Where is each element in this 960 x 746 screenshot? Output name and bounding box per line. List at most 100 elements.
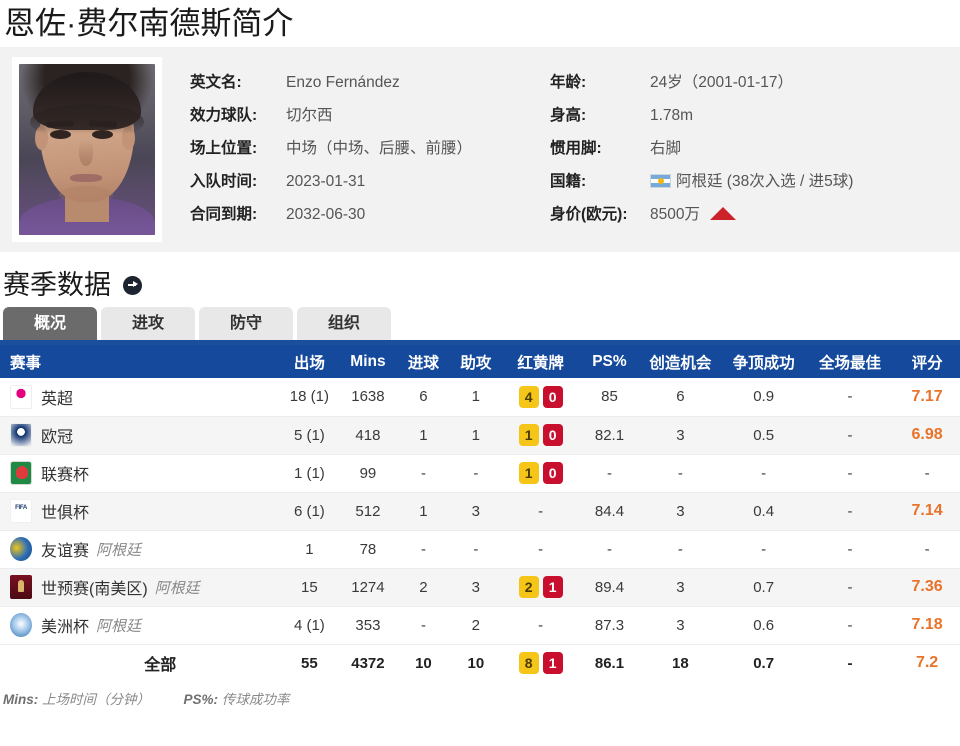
cell-rating: 7.17 [894, 378, 960, 417]
column-header-chances-created[interactable]: 创造机会 [639, 345, 722, 378]
cell-competition[interactable]: 美洲杯 阿根廷 [0, 606, 280, 645]
cell-aerial-duels: 0.5 [721, 416, 806, 455]
cell-pass-success: 85 [579, 378, 640, 417]
yellow-card-badge: 1 [518, 424, 539, 446]
cell-aerial-duels: 0.9 [721, 378, 806, 417]
nationality-text: 阿根廷 (38次入选 / 进5球) [676, 173, 854, 190]
cell-minutes: 78 [339, 530, 397, 569]
table-header-row: 赛事 出场 Mins 进球 助攻 红黄牌 PS% 创造机会 争顶成功 全场最佳 … [0, 345, 960, 378]
cell-competition[interactable]: 友谊赛 阿根廷 [0, 530, 280, 569]
column-header-aerial-duels[interactable]: 争顶成功 [721, 345, 806, 378]
table-row[interactable]: 美洲杯 阿根廷 4 (1) 353-2-87.3 3 0.6-7.18 [0, 606, 960, 645]
cell-goals: - [396, 606, 451, 645]
tab-organization[interactable]: 组织 [297, 307, 391, 340]
cell-appearances: 18 (1) [279, 378, 340, 417]
column-header-assists[interactable]: 助攻 [450, 345, 502, 378]
cell-rating: - [894, 454, 960, 493]
cell-rating: 7.36 [894, 568, 960, 607]
cell-chances-created: 6 [639, 378, 722, 417]
cell-competition[interactable]: 联赛杯 [0, 454, 280, 493]
column-header-minutes[interactable]: Mins [339, 345, 397, 378]
cell-total-label: 全部 [0, 644, 280, 682]
cell-minutes: 353 [339, 606, 397, 645]
cell-goals: 2 [396, 568, 451, 607]
info-label: 惯用脚: [550, 140, 602, 157]
cell-total-goals: 10 [396, 644, 451, 682]
cell-competition[interactable]: 世俱杯 [0, 492, 280, 531]
cell-chances-created: 3 [639, 492, 722, 531]
cell-rating: 6.98 [894, 416, 960, 455]
table-row[interactable]: 欧冠 5 (1) 418 1 1 1 0 82.1 3 0.5-6.98 [0, 416, 960, 455]
column-header-pass-success[interactable]: PS% [579, 345, 640, 378]
info-value: 右脚 [650, 140, 682, 157]
value-up-triangle-icon [709, 207, 736, 220]
info-label: 效力球队: [190, 107, 258, 124]
arrow-right-circle-icon[interactable] [123, 275, 142, 295]
footnote-mins-desc: 上场时间（分钟） [42, 692, 151, 707]
info-row-age: 年龄: 24岁（2001-01-17） [550, 66, 925, 99]
tab-overview[interactable]: 概况 [3, 307, 97, 340]
section-title: 赛季数据 [3, 270, 111, 300]
rating-empty: - [924, 540, 930, 558]
column-header-rating[interactable]: 评分 [894, 345, 960, 378]
info-value: Enzo Fernández [286, 74, 400, 91]
competition-nation: 阿根廷 [96, 541, 142, 559]
tab-defense[interactable]: 防守 [199, 307, 293, 340]
column-header-competition[interactable]: 赛事 [0, 345, 280, 378]
cell-total-appearances: 55 [279, 644, 340, 682]
info-label: 国籍: [550, 173, 587, 190]
cell-aerial-duels: - [721, 454, 806, 493]
column-header-goals[interactable]: 进球 [396, 345, 451, 378]
cell-total-rating: 7.2 [894, 644, 960, 682]
tab-underline [0, 340, 960, 345]
cell-cards: - [501, 606, 580, 645]
tab-attack[interactable]: 进攻 [101, 307, 195, 340]
info-row-contract-expiry: 合同到期: 2032-06-30 [190, 198, 550, 231]
cell-goals: 1 [396, 492, 451, 531]
rating-value: 7.17 [911, 387, 943, 405]
info-label: 合同到期: [190, 206, 258, 223]
page-title: 恩佐·费尔南德斯简介 [4, 6, 294, 41]
mouth-shape [70, 174, 102, 182]
player-portrait-image [19, 64, 155, 235]
cell-minutes: 512 [339, 492, 397, 531]
table-row[interactable]: 友谊赛 阿根廷 1 78- - - - - - - - [0, 530, 960, 569]
cell-aerial-duels: 0.7 [721, 568, 806, 607]
total-name: 全部 [144, 657, 177, 675]
cell-rating: 7.14 [894, 492, 960, 531]
fifa-club-world-cup-logo-icon [10, 499, 32, 523]
cell-competition[interactable]: 世预赛(南美区) 阿根廷 [0, 568, 280, 607]
column-header-appearances[interactable]: 出场 [279, 345, 340, 378]
cards-empty: - [538, 540, 544, 558]
cell-cards: - [501, 530, 580, 569]
rating-value: 7.2 [915, 654, 939, 672]
competition-name: 联赛杯 [41, 467, 90, 484]
cell-chances-created: - [639, 454, 722, 493]
table-row[interactable]: 联赛杯 1 (1) 99- -1 0- - - - - [0, 454, 960, 493]
info-value: 中场（中场、后腰、前腰） [286, 140, 473, 157]
info-row-height: 身高: 1.78m [550, 99, 925, 132]
cell-competition[interactable]: 欧冠 [0, 416, 280, 455]
column-header-cards[interactable]: 红黄牌 [501, 345, 580, 378]
player-profile-card: 英文名: Enzo Fernández 效力球队: 切尔西 场上位置: 中场（中… [0, 47, 960, 252]
column-header-motm[interactable]: 全场最佳 [805, 345, 895, 378]
cell-assists: 2 [450, 606, 502, 645]
eye-right-shape [92, 130, 113, 139]
cell-chances-created: - [639, 530, 722, 569]
player-info-right-column: 年龄: 24岁（2001-01-17） 身高: 1.78m 惯用脚: 右脚 国籍… [550, 66, 925, 231]
table-row[interactable]: 英超 18 (1) 1638 6 1 4 0 85 6 0.9-7.17 [0, 378, 960, 417]
cell-assists: - [450, 454, 502, 493]
info-row-english-name: 英文名: Enzo Fernández [190, 66, 550, 99]
cell-minutes: 1638 [339, 378, 397, 417]
table-row[interactable]: 世预赛(南美区) 阿根廷 15 1274 2 3 2 1 89.4 3 0.7-7.36 [0, 568, 960, 607]
cell-goals: 6 [396, 378, 451, 417]
info-label: 身价(欧元): [550, 206, 628, 223]
competition-name: 友谊赛 [41, 543, 90, 560]
cell-motm: - [805, 606, 895, 645]
cell-rating: - [894, 530, 960, 569]
cell-competition[interactable]: 英超 [0, 378, 280, 417]
